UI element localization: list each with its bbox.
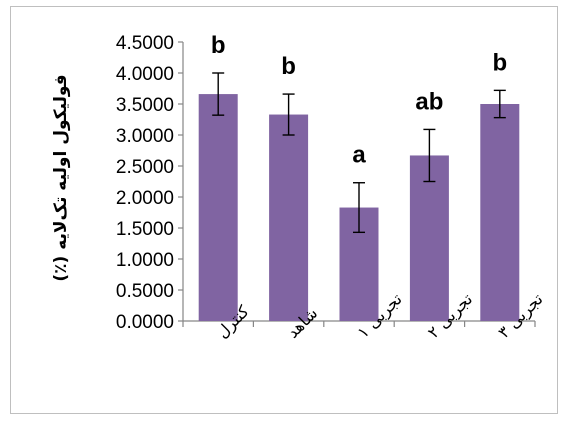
y-tick-label: 3.0000 (116, 126, 174, 147)
significance-label: b (211, 32, 226, 59)
y-tick-label: 2.0000 (116, 188, 174, 209)
y-tick-label: 0.0000 (116, 312, 174, 333)
bar (269, 114, 309, 321)
y-tick-label: 4.0000 (116, 64, 174, 85)
y-tick-label: 3.5000 (116, 95, 174, 116)
significance-label: a (352, 142, 366, 169)
bar (480, 104, 520, 321)
bar (409, 155, 449, 321)
significance-label: ab (415, 88, 443, 115)
y-axis-label: فولیکول اولیه تک‌لایه (٪) (51, 74, 71, 281)
y-tick-label: 1.5000 (116, 219, 174, 240)
y-tick-label: 0.5000 (116, 281, 174, 302)
y-tick-label: 4.5000 (116, 33, 174, 54)
y-tick-label: 1.0000 (116, 250, 174, 271)
bar (198, 94, 238, 321)
significance-label: b (492, 49, 507, 76)
significance-label: b (281, 53, 296, 80)
y-tick-label: 2.5000 (116, 157, 174, 178)
